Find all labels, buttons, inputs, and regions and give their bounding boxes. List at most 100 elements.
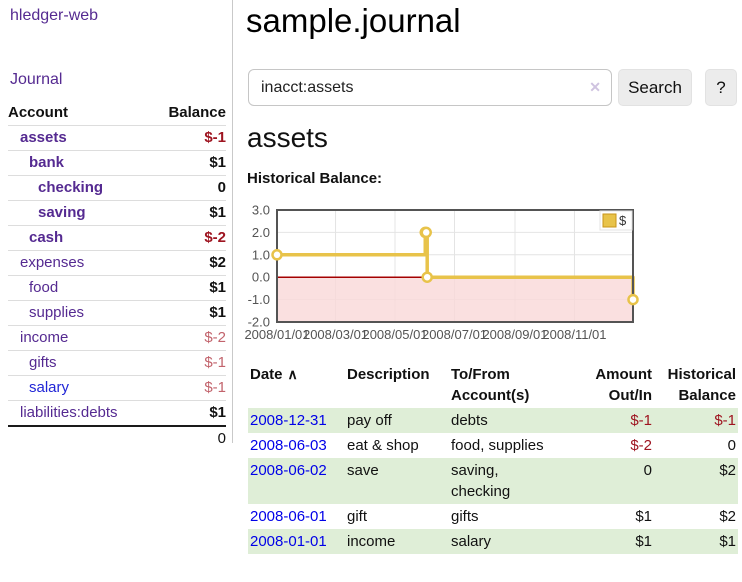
account-balance: $2 xyxy=(150,250,226,276)
historical-balance-chart[interactable]: 3.0 2.0 1.0 0.0 -1.0 -2.0 2008/01/01 2008/03/01… xyxy=(240,200,742,352)
account-row: income $-2 xyxy=(8,325,226,351)
svg-text:1.0: 1.0 xyxy=(252,247,270,262)
register-account-heading: assets xyxy=(247,122,328,153)
account-link-checking[interactable]: checking xyxy=(38,179,104,196)
account-balance: $1 xyxy=(150,400,226,426)
account-row: checking 0 xyxy=(8,175,226,201)
register-row[interactable]: 2008-06-03 eat & shop food, supplies $-2… xyxy=(248,433,738,458)
account-link-liabilities-debts[interactable]: liabilities:debts xyxy=(20,404,118,421)
account-link-bank[interactable]: bank xyxy=(29,154,65,171)
transaction-date-link[interactable]: 2008-06-01 xyxy=(250,508,327,525)
svg-text:2008/09/01: 2008/09/01 xyxy=(482,327,547,342)
transaction-balance: $2 xyxy=(719,508,736,525)
transaction-description: income xyxy=(347,533,396,550)
sidebar: hledger-web Journal Account Balance asse… xyxy=(0,0,233,451)
transaction-date-link[interactable]: 2008-12-31 xyxy=(250,412,327,429)
register-row[interactable]: 2008-06-01 gift gifts $1 $2 xyxy=(248,504,738,529)
svg-text:2008/05/01: 2008/05/01 xyxy=(362,327,427,342)
account-link-assets[interactable]: assets xyxy=(20,129,67,146)
transaction-balance: 0 xyxy=(727,437,736,454)
account-link-saving[interactable]: saving xyxy=(38,204,86,221)
transaction-description: eat & shop xyxy=(347,437,419,454)
account-balance: $-2 xyxy=(150,225,226,251)
transaction-amount: $1 xyxy=(635,533,652,550)
account-row: cash $-2 xyxy=(8,225,226,251)
chart-title: Historical Balance: xyxy=(247,170,383,187)
help-button[interactable]: ? xyxy=(705,69,737,106)
accounts-header-account: Account xyxy=(8,104,68,121)
transaction-description: gift xyxy=(347,508,368,525)
transaction-date-link[interactable]: 2008-01-01 xyxy=(250,533,327,550)
account-link-supplies[interactable]: supplies xyxy=(29,304,85,321)
transaction-amount: $-2 xyxy=(630,437,652,454)
register-header-accounts: To/From Account(s) xyxy=(451,366,530,404)
account-link-food[interactable]: food xyxy=(29,279,59,296)
account-row: expenses $2 xyxy=(8,250,226,276)
transaction-accounts: debts xyxy=(451,412,488,429)
svg-text:2.0: 2.0 xyxy=(252,225,270,240)
register-row[interactable]: 2008-12-31 pay off debts $-1 $-1 xyxy=(248,408,738,433)
page-title: sample.journal xyxy=(246,2,461,39)
accounts-total-row: 0 xyxy=(8,425,226,451)
account-row: liabilities:debts $1 xyxy=(8,400,226,426)
app-title-link[interactable]: hledger-web xyxy=(10,7,99,24)
transaction-accounts: salary xyxy=(451,533,492,550)
account-balance: $-1 xyxy=(150,375,226,401)
account-row: gifts $-1 xyxy=(8,350,226,376)
accounts-table: Account Balance assets $-1 bank $1 check… xyxy=(8,101,226,451)
transaction-amount: $-1 xyxy=(630,412,652,429)
chart-canvas[interactable]: 3.0 2.0 1.0 0.0 -1.0 -2.02008/01/012008/03/01… xyxy=(240,200,742,352)
account-row: food $1 xyxy=(8,275,226,301)
svg-text:2008/07/01: 2008/07/01 xyxy=(422,327,487,342)
svg-text:2008/03/01: 2008/03/01 xyxy=(303,327,368,342)
accounts-total-value: 0 xyxy=(150,425,226,451)
register-header-amount: Amount Out/In xyxy=(595,366,652,404)
search-form: ✕ xyxy=(248,69,612,106)
accounts-table-header-row: Account Balance xyxy=(8,101,226,126)
register-row[interactable]: 2008-06-02 save saving, checking 0 $2 xyxy=(248,458,738,504)
svg-text:-1.0: -1.0 xyxy=(248,292,270,307)
svg-text:$: $ xyxy=(619,213,627,228)
account-balance: $-1 xyxy=(150,125,226,151)
sort-asc-icon: ∧ xyxy=(287,366,298,382)
transaction-balance: $2 xyxy=(719,462,736,479)
account-row: bank $1 xyxy=(8,150,226,176)
nav-journal-link[interactable]: Journal xyxy=(10,71,63,88)
account-link-gifts[interactable]: gifts xyxy=(29,354,57,371)
account-balance: $1 xyxy=(150,275,226,301)
transaction-description: pay off xyxy=(347,412,392,429)
svg-text:2008/11/01: 2008/11/01 xyxy=(542,327,606,342)
register-header-row: Date ∧ Description To/From Account(s) Amo… xyxy=(248,362,738,408)
transaction-accounts: gifts xyxy=(451,508,479,525)
account-balance: $-2 xyxy=(150,325,226,351)
register-row[interactable]: 2008-01-01 income salary $1 $1 xyxy=(248,529,738,554)
search-button[interactable]: Search xyxy=(618,69,692,106)
transaction-balance: $1 xyxy=(719,533,736,550)
account-link-salary[interactable]: salary xyxy=(29,379,70,396)
transaction-date-link[interactable]: 2008-06-02 xyxy=(250,462,327,479)
account-balance: $1 xyxy=(150,300,226,326)
svg-text:2008/01/01: 2008/01/01 xyxy=(244,327,309,342)
transaction-date-link[interactable]: 2008-06-03 xyxy=(250,437,327,454)
account-balance: $-1 xyxy=(150,350,226,376)
account-link-expenses[interactable]: expenses xyxy=(20,254,85,271)
svg-text:0.0: 0.0 xyxy=(252,270,270,285)
account-balance: 0 xyxy=(150,175,226,201)
register-header-description: Description xyxy=(347,366,430,383)
account-row: saving $1 xyxy=(8,200,226,226)
svg-text:3.0: 3.0 xyxy=(252,203,270,218)
account-row: supplies $1 xyxy=(8,300,226,326)
register-header-date[interactable]: Date ∧ xyxy=(250,366,298,383)
transaction-accounts: food, supplies xyxy=(451,437,544,454)
transaction-balance: $-1 xyxy=(714,412,736,429)
account-balance: $1 xyxy=(150,200,226,226)
account-link-income[interactable]: income xyxy=(20,329,69,346)
register-header-balance: Historical Balance xyxy=(667,366,736,404)
clear-search-icon[interactable]: ✕ xyxy=(589,79,601,95)
account-link-cash[interactable]: cash xyxy=(29,229,64,246)
transaction-accounts: saving, checking xyxy=(451,462,511,500)
transaction-amount: 0 xyxy=(643,462,652,479)
search-input[interactable] xyxy=(248,69,612,106)
transaction-amount: $1 xyxy=(635,508,652,525)
